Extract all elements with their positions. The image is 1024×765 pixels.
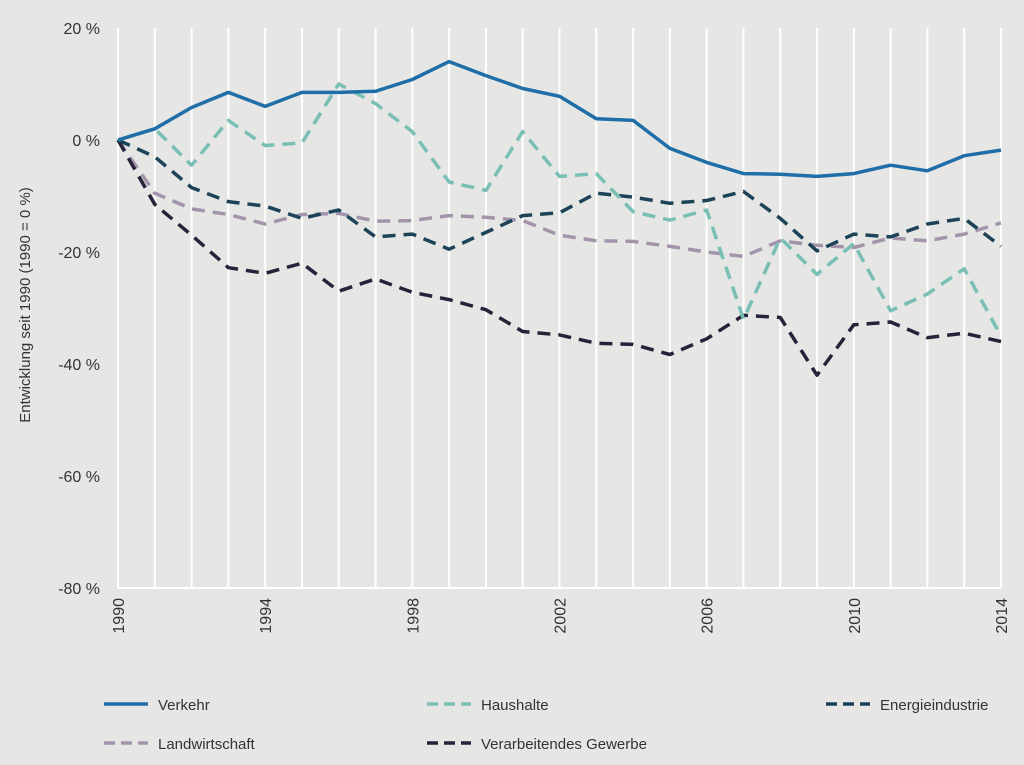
y-tick-label: 20 % xyxy=(64,21,100,38)
y-tick-label: 0 % xyxy=(72,133,100,150)
legend-label: Verkehr xyxy=(158,697,210,714)
legend-item-energieindustrie: Energieindustrie xyxy=(826,697,988,714)
axes xyxy=(117,28,1001,589)
x-tick-labels: 1990 1994 1998 2002 2006 2010 2014 xyxy=(111,598,1011,634)
y-tick-label: -20 % xyxy=(58,245,100,262)
series-line-energieindustrie xyxy=(117,138,1003,253)
y-tick-label: -80 % xyxy=(58,581,100,598)
x-tick-label: 2014 xyxy=(994,598,1011,634)
series-line-landwirtschaft xyxy=(116,139,1002,259)
legend-item-landwirtschaft: Landwirtschaft xyxy=(104,736,256,753)
x-tick-label: 2010 xyxy=(847,598,864,634)
legend: Verkehr Haushalte Energieindustrie Landwirt… xyxy=(104,697,988,753)
legend-label: Energieindustrie xyxy=(880,697,988,714)
series-lines xyxy=(116,59,1003,377)
x-tick-label: 1994 xyxy=(258,598,275,634)
legend-item-verarbeitendes-gewerbe: Verarbeitendes Gewerbe xyxy=(427,736,647,753)
y-tick-label: -40 % xyxy=(58,357,100,374)
series-line-haushalte xyxy=(117,82,1003,337)
legend-item-haushalte: Haushalte xyxy=(427,697,549,714)
x-tick-label: 2006 xyxy=(700,598,717,634)
x-tick-label: 1998 xyxy=(405,598,422,634)
x-tick-label: 1990 xyxy=(111,598,128,634)
vertical-gridlines xyxy=(117,28,1002,588)
legend-label: Haushalte xyxy=(481,697,549,714)
legend-item-verkehr: Verkehr xyxy=(104,697,210,714)
series-line-verarbeitendes-gewerbe xyxy=(116,139,1002,377)
y-tick-labels: 20 % 0 % -20 % -40 % -60 % -80 % xyxy=(58,21,100,598)
legend-label: Landwirtschaft xyxy=(158,736,256,753)
y-axis-label: Entwicklung seit 1990 (1990 = 0 %) xyxy=(17,187,34,423)
y-tick-label: -60 % xyxy=(58,469,100,486)
series-line-verkehr xyxy=(117,59,1002,179)
legend-label: Verarbeitendes Gewerbe xyxy=(481,736,647,753)
x-tick-label: 2002 xyxy=(553,598,570,634)
